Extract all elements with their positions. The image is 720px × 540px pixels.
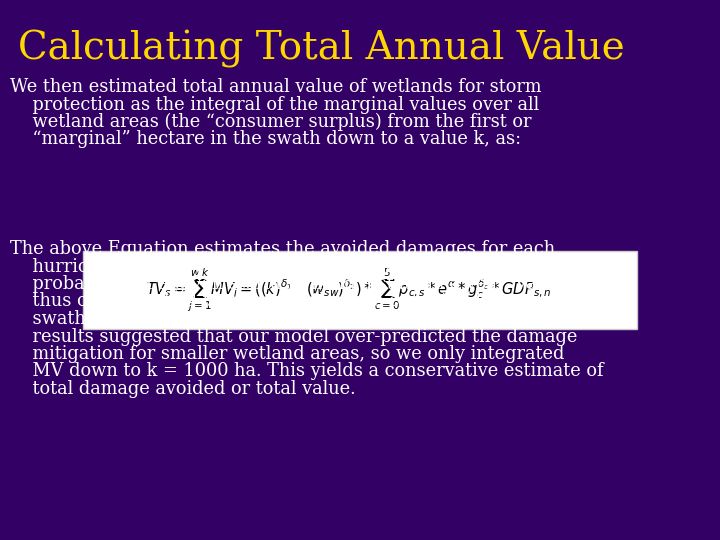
Text: swath of a hurricane. Residual analysis of our regression: swath of a hurricane. Residual analysis … [10,310,544,328]
Text: wetland areas (the “consumer surplus) from the first or: wetland areas (the “consumer surplus) fr… [10,113,531,131]
Text: “marginal” hectare in the swath down to a value k, as:: “marginal” hectare in the swath down to … [10,131,521,149]
Text: mitigation for smaller wetland areas, so we only integrated: mitigation for smaller wetland areas, so… [10,345,564,363]
Text: We then estimated total annual value of wetlands for storm: We then estimated total annual value of … [10,78,541,96]
Text: probability of a given storm striking a state in a year. Value is: probability of a given storm striking a … [10,275,584,293]
Text: $TV_s = \sum_{j=1}^{w\;k} MV_j = ((k)^{\delta_1}\quad (w_{sw})^{\delta_2}) * \su: $TV_s = \sum_{j=1}^{w\;k} MV_j = ((k)^{\… [146,267,552,314]
Text: MV down to k = 1000 ha. This yields a conservative estimate of: MV down to k = 1000 ha. This yields a co… [10,362,603,381]
Text: thus only ascribed to wetlands that are expected to be in the: thus only ascribed to wetlands that are … [10,293,577,310]
Text: hurricane category in an average swath and multiplies by the: hurricane category in an average swath a… [10,258,585,275]
Text: The above Equation estimates the avoided damages for each: The above Equation estimates the avoided… [10,240,555,258]
Text: total damage avoided or total value.: total damage avoided or total value. [10,380,356,398]
Bar [83,251,637,329]
Text: Calculating Total Annual Value: Calculating Total Annual Value [18,30,625,68]
Text: protection as the integral of the marginal values over all: protection as the integral of the margin… [10,96,539,113]
Text: results suggested that our model over-predicted the damage: results suggested that our model over-pr… [10,327,577,346]
